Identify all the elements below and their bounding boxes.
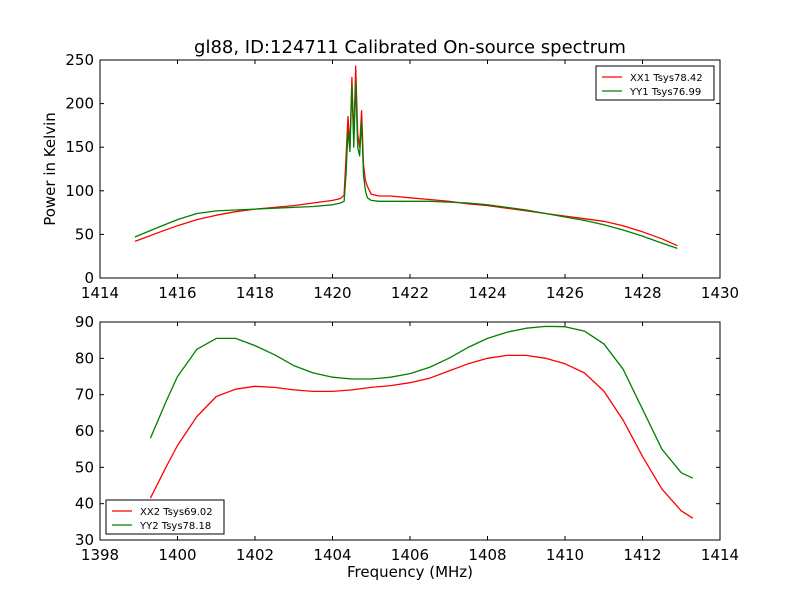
x-tick-label: 1426 bbox=[546, 284, 584, 302]
series-line bbox=[134, 81, 678, 250]
bottom-panel: 1398 1400 1402 1404 1406 1408 1410 1412 1414 30 40… bbox=[75, 313, 739, 581]
top-legend: XX1 Tsys78.42 YY1 Tsys76.99 bbox=[595, 65, 715, 101]
top-panel: 1414 1416 1418 1420 1422 1424 1426 1428 1430 0 50 1… bbox=[41, 51, 739, 302]
series-line bbox=[149, 354, 694, 519]
series-line bbox=[149, 325, 694, 479]
y-tick-label: 100 bbox=[65, 182, 94, 200]
x-tick-label: 1422 bbox=[391, 284, 429, 302]
x-tick-label: 1406 bbox=[391, 546, 429, 564]
x-tick-label: 1418 bbox=[236, 284, 274, 302]
y-tick-label: 50 bbox=[75, 225, 94, 243]
bottom-series-lines bbox=[149, 325, 694, 519]
bottom-x-axis-label: Frequency (MHz) bbox=[347, 563, 473, 581]
legend-label: YY1 Tsys76.99 bbox=[629, 87, 701, 98]
y-tick-label: 50 bbox=[75, 458, 94, 476]
bottom-legend: XX2 Tsys69.02 YY2 Tsys78.18 bbox=[105, 499, 225, 535]
x-tick-label: 1402 bbox=[236, 546, 274, 564]
figure-title: gl88, ID:124711 Calibrated On-source spe… bbox=[194, 37, 626, 58]
y-tick-label: 30 bbox=[75, 531, 94, 549]
y-tick-label: 80 bbox=[75, 349, 94, 367]
y-tick-label: 40 bbox=[75, 495, 94, 513]
y-tick-label: 0 bbox=[84, 269, 94, 287]
legend-label: XX1 Tsys78.42 bbox=[630, 73, 703, 84]
x-tick-label: 1416 bbox=[158, 284, 196, 302]
x-tick-label: 1420 bbox=[313, 284, 351, 302]
y-tick-label: 150 bbox=[65, 138, 94, 156]
y-tick-label: 250 bbox=[65, 51, 94, 69]
y-tick-label: 90 bbox=[75, 313, 94, 331]
x-tick-label: 1412 bbox=[623, 546, 661, 564]
x-tick-label: 1410 bbox=[546, 546, 584, 564]
y-tick-label: 200 bbox=[65, 95, 94, 113]
legend-box bbox=[595, 65, 715, 101]
top-y-axis-label: Power in Kelvin bbox=[41, 112, 59, 226]
top-series-lines bbox=[134, 65, 678, 250]
y-tick-label: 60 bbox=[75, 422, 94, 440]
x-tick-label: 1404 bbox=[313, 546, 351, 564]
x-tick-label: 1428 bbox=[623, 284, 661, 302]
bottom-ticks: 1398 1400 1402 1404 1406 1408 1410 1412 1414 30 40… bbox=[75, 313, 739, 564]
legend-label: YY2 Tsys78.18 bbox=[139, 521, 211, 532]
top-ticks: 1414 1416 1418 1420 1422 1424 1426 1428 1430 0 50 1… bbox=[65, 51, 739, 302]
x-tick-label: 1400 bbox=[158, 546, 196, 564]
x-tick-label: 1430 bbox=[701, 284, 739, 302]
legend-label: XX2 Tsys69.02 bbox=[140, 507, 213, 518]
y-tick-label: 70 bbox=[75, 386, 94, 404]
x-tick-label: 1424 bbox=[468, 284, 506, 302]
x-tick-label: 1414 bbox=[701, 546, 739, 564]
x-tick-label: 1398 bbox=[81, 546, 119, 564]
x-tick-label: 1408 bbox=[468, 546, 506, 564]
legend-box bbox=[105, 499, 225, 535]
x-tick-label: 1414 bbox=[81, 284, 119, 302]
